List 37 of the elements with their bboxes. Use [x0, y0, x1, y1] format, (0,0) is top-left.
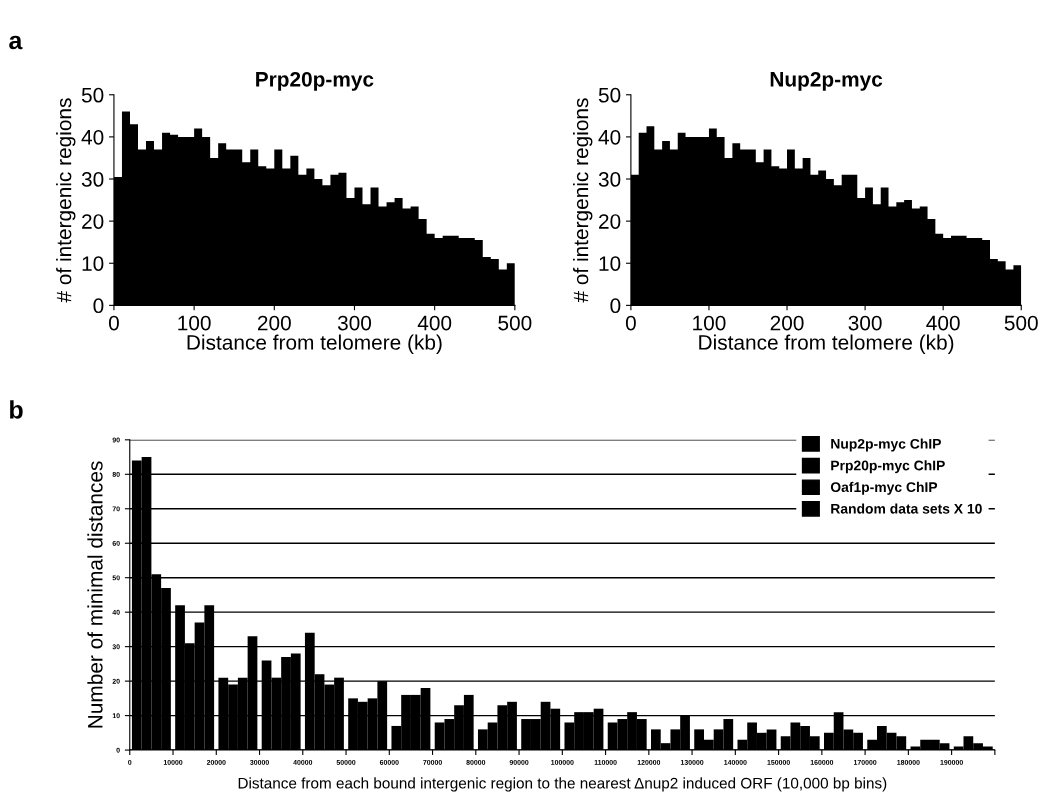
y-axis-title: Number of minimal distances [87, 461, 103, 728]
legend-label: Random data sets X 10 [831, 503, 982, 514]
y-tick-label: 0 [610, 298, 621, 314]
y-tick-label: 30 [81, 172, 104, 187]
y-axis-title: # of intergenic regions [573, 98, 593, 303]
y-tick-label: 50 [81, 87, 104, 103]
x-tick-label: 0 [625, 315, 636, 331]
y-tick-label: 0 [93, 298, 104, 314]
y-axis-title: # of intergenic regions [56, 98, 76, 303]
x-tick-label: 300 [848, 315, 882, 331]
legend-label: Oaf1p-myc ChIP [830, 481, 938, 495]
x-axis-title: Distance from telomere (kb) [699, 334, 954, 354]
chart-title: Prp20p-myc [256, 71, 374, 91]
x-axis-title: Distance from telomere (kb) [187, 334, 442, 354]
y-tick-label: 10 [82, 256, 104, 271]
x-tick-label: 200 [770, 315, 804, 331]
x-tick-label: 500 [498, 315, 532, 331]
x-axis-title: Distance from each bound intergenic region to the nearest Δnup2 induced ORF (10,000 bp bins) [238, 777, 887, 792]
y-tick-label: 10 [599, 256, 621, 271]
y-tick-label: 20 [599, 214, 621, 229]
legend-label: Prp20p-myc ChIP [831, 460, 945, 474]
y-tick-label: 20 [82, 214, 104, 229]
y-tick-label: 50 [598, 87, 621, 103]
x-tick-label: 400 [417, 315, 452, 331]
legend-label: Nup2p-myc ChIP [831, 438, 941, 452]
chart-title: Nup2p-myc [770, 71, 883, 91]
x-tick-label: 100 [178, 315, 211, 331]
text: b [10, 400, 23, 419]
text: a [9, 35, 23, 50]
x-tick-label: 200 [257, 315, 291, 331]
x-tick-label: 400 [926, 315, 960, 331]
x-tick-label: 100 [693, 315, 726, 331]
y-tick-label: 40 [81, 129, 104, 145]
x-tick-label: 300 [337, 315, 372, 331]
x-tick-label: 500 [1004, 315, 1038, 331]
y-tick-label: 30 [598, 172, 621, 187]
y-tick-label: 40 [598, 129, 621, 145]
